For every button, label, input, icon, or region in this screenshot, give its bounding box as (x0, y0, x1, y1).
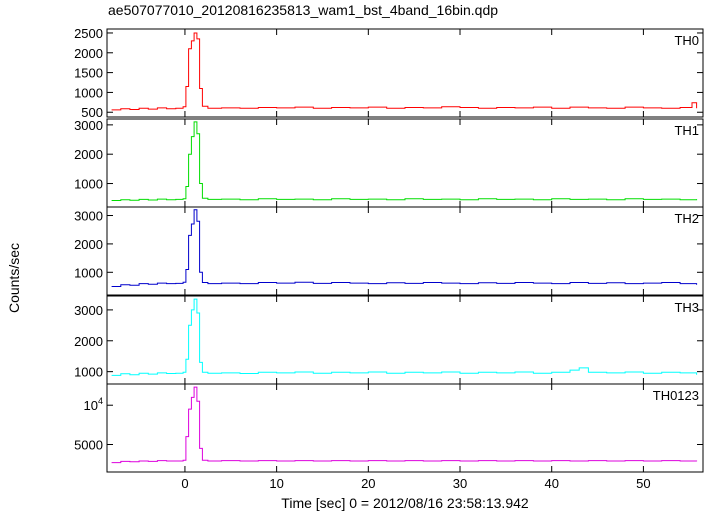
y-tick-label: 2000 (74, 237, 103, 252)
y-tick-label: 5000 (74, 438, 103, 453)
series-line-th0123 (111, 386, 698, 464)
y-tick-label: 104 (84, 396, 103, 413)
panel-label-th1: TH1 (674, 123, 699, 138)
x-tick-label: 10 (269, 476, 283, 491)
panel-frame-th0123 (106, 383, 704, 473)
series-line-th3 (111, 298, 698, 376)
y-tick-label: 2000 (74, 334, 103, 349)
y-tick-label: 2000 (74, 46, 103, 61)
series-line-th1 (111, 121, 698, 201)
y-tick-label: 1000 (74, 265, 103, 280)
panel-frame-th0 (106, 28, 704, 118)
panel-label-th2: TH2 (674, 211, 699, 226)
y-tick-label: 3000 (74, 209, 103, 224)
panel-label-th0123: TH0123 (653, 388, 699, 403)
x-tick-label: 50 (636, 476, 650, 491)
x-tick-label: 20 (361, 476, 375, 491)
y-tick-label: 500 (81, 105, 103, 120)
y-tick-label: 1000 (74, 365, 103, 380)
panel-frame-th2 (106, 206, 704, 296)
y-tick-label: 2000 (74, 147, 103, 162)
series-line-th0 (111, 32, 698, 111)
y-tick-label: 1000 (74, 85, 103, 100)
x-tick-label: 40 (544, 476, 558, 491)
y-tick-label: 3000 (74, 303, 103, 318)
y-tick-label: 1500 (74, 66, 103, 81)
y-tick-label: 1000 (74, 177, 103, 192)
series-line-th2 (111, 209, 698, 287)
x-axis-label: Time [sec] 0 = 2012/08/16 23:58:13.942 (281, 495, 529, 511)
y-tick-label: 2500 (74, 26, 103, 41)
panel-label-th3: TH3 (674, 300, 699, 315)
x-tick-label: 30 (453, 476, 467, 491)
chart-title: ae507077010_20120816235813_wam1_bst_4ban… (108, 2, 499, 18)
y-tick-label: 3000 (74, 118, 103, 133)
x-tick-label: 0 (181, 476, 188, 491)
panel-label-th0: TH0 (674, 33, 699, 48)
